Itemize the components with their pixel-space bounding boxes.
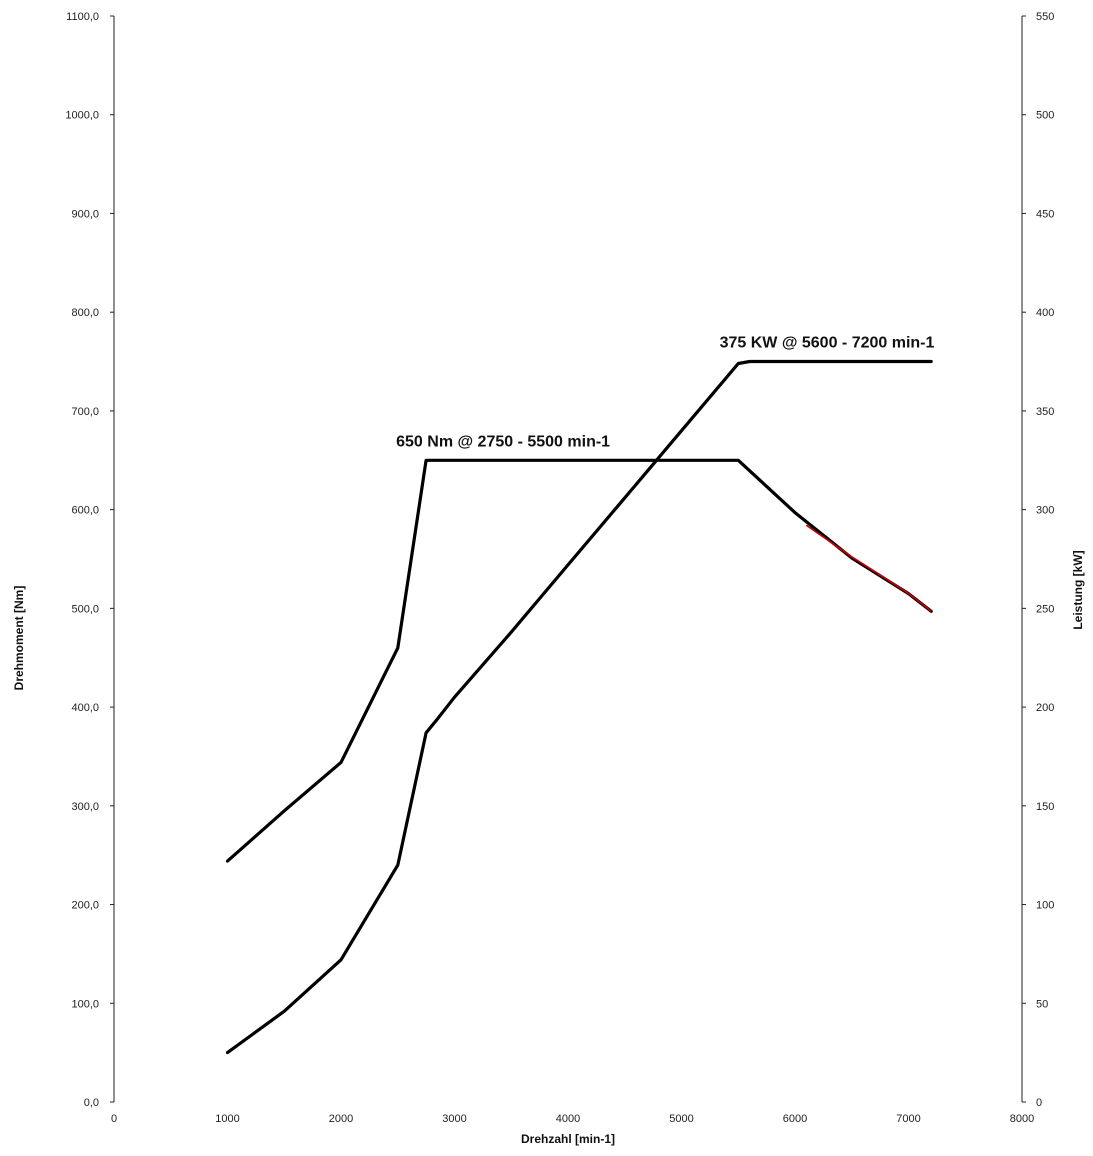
x-tick-label: 3000 xyxy=(442,1113,466,1125)
y-right-tick-label: 500 xyxy=(1036,110,1054,122)
y-left-tick-label: 400,0 xyxy=(71,702,99,714)
y-right-tick-label: 300 xyxy=(1036,505,1054,517)
x-tick-label: 0 xyxy=(111,1113,117,1125)
x-axis-title: Drehzahl [min-1] xyxy=(521,1132,615,1146)
y-right-tick-label: 450 xyxy=(1036,208,1054,220)
x-tick-labels: 0 1000 2000 3000 4000 5000 6000 7000 8000 xyxy=(111,1113,1034,1125)
y-right-tick-label: 550 xyxy=(1036,11,1054,23)
x-tick-label: 6000 xyxy=(783,1113,807,1125)
series-layer xyxy=(225,359,933,1055)
y-right-tick-label: 100 xyxy=(1036,900,1054,912)
power-annotation: 375 KW @ 5600 - 7200 min-1 xyxy=(720,335,935,352)
x-tick-label: 4000 xyxy=(556,1113,580,1125)
y-right-tick-labels: 0 50 100 150 200 250 300 350 400 450 500 550 xyxy=(1022,11,1054,1109)
y-left-tick-labels: 0,0 100,0 200,0 300,0 400,0 500,0 600,0 700,0 80… xyxy=(65,11,114,1109)
y-left-tick-label: 0,0 xyxy=(84,1097,99,1109)
torque-annotation: 650 Nm @ 2750 - 5500 min-1 xyxy=(396,433,610,450)
y-left-tick-label: 700,0 xyxy=(71,406,99,418)
y-left-tick-label: 100,0 xyxy=(71,998,99,1010)
y-left-tick-label: 1000,0 xyxy=(65,110,99,122)
y-left-axis-title: Drehmoment [Nm] xyxy=(12,586,26,691)
x-tick-label: 1000 xyxy=(215,1113,239,1125)
y-right-tick-label: 250 xyxy=(1036,603,1054,615)
y-left-tick-label: 500,0 xyxy=(71,603,99,615)
annotation-layer: 650 Nm @ 2750 - 5500 min-1 375 KW @ 5600 … xyxy=(396,335,934,451)
y-left-tick-label: 200,0 xyxy=(71,900,99,912)
y-right-tick-label: 350 xyxy=(1036,406,1054,418)
x-tick-label: 5000 xyxy=(669,1113,693,1125)
torque-series-line xyxy=(225,458,933,863)
x-tick-label: 2000 xyxy=(329,1113,353,1125)
x-tick-label: 8000 xyxy=(1010,1113,1034,1125)
y-left-tick-label: 600,0 xyxy=(71,505,99,517)
y-right-axis-title: Leistung [kW] xyxy=(1071,550,1085,629)
y-right-tick-label: 50 xyxy=(1036,998,1048,1010)
y-right-tick-label: 200 xyxy=(1036,702,1054,714)
y-left-tick-label: 300,0 xyxy=(71,801,99,813)
torque-highlight-segment xyxy=(805,524,932,612)
y-right-tick-label: 400 xyxy=(1036,307,1054,319)
y-left-tick-label: 1100,0 xyxy=(66,11,99,23)
y-left-tick-label: 900,0 xyxy=(71,208,99,220)
x-tick-label: 7000 xyxy=(896,1113,920,1125)
y-right-tick-label: 150 xyxy=(1036,801,1054,813)
y-left-tick-label: 800,0 xyxy=(71,307,99,319)
power-series-line xyxy=(225,359,933,1055)
y-right-tick-label: 0 xyxy=(1036,1097,1042,1109)
